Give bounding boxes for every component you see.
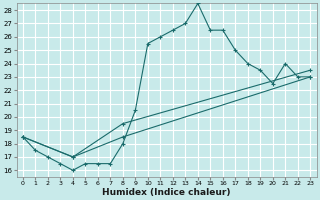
X-axis label: Humidex (Indice chaleur): Humidex (Indice chaleur) bbox=[102, 188, 231, 197]
